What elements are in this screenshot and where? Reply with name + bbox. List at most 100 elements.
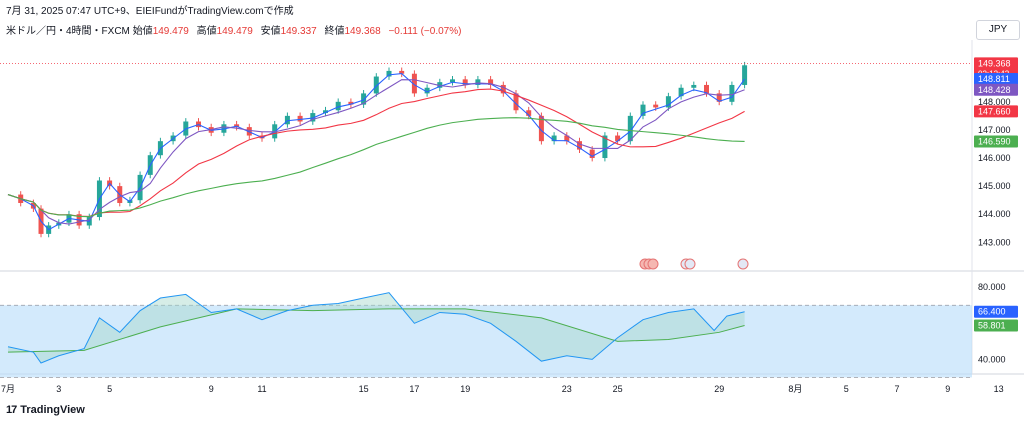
candle-body — [577, 141, 582, 150]
price-label-text: 148.428 — [978, 85, 1011, 95]
currency-button[interactable]: JPY — [976, 20, 1020, 40]
time-tick-label: 17 — [409, 384, 419, 394]
moving-average-line — [7, 72, 746, 231]
event-markers — [639, 258, 749, 270]
rsi-ma-line — [7, 308, 745, 353]
candle-body — [551, 135, 557, 142]
price-label-text: 148.811 — [978, 74, 1010, 84]
time-tick-label: 15 — [359, 384, 369, 394]
candle-body — [361, 93, 367, 105]
price-tick-label: 144.000 — [978, 209, 1011, 219]
candle-body — [373, 76, 379, 94]
candle-body — [424, 87, 430, 94]
candle-body — [386, 70, 392, 77]
candle-body — [513, 93, 519, 111]
candle-body — [602, 135, 608, 159]
candle-body — [615, 135, 621, 142]
close-value: 149.368 — [344, 26, 381, 37]
candle-body — [627, 115, 633, 142]
moving-average-line — [7, 88, 745, 217]
brand[interactable]: 17 TradingView — [6, 404, 85, 416]
rsi-fill — [8, 292, 745, 363]
price-label-text: 147.660 — [978, 106, 1011, 116]
open-label: 始値 — [132, 26, 153, 37]
time-tick-label: 11 — [257, 384, 266, 394]
candle-body — [411, 73, 417, 94]
tradingview-logo-icon: 17 — [6, 404, 17, 416]
symbol-name[interactable]: 米ドル／円・4時間・FXCM — [6, 26, 130, 37]
time-tick-label: 25 — [613, 384, 623, 394]
time-tick-label: 9 — [945, 384, 950, 394]
candle-body — [640, 104, 646, 116]
candle-body — [500, 84, 506, 94]
event-flag-icon — [647, 258, 659, 270]
time-tick-label: 3 — [56, 384, 61, 394]
time-tick-label: 13 — [994, 384, 1004, 394]
brand-name: TradingView — [20, 404, 85, 416]
price-tick-label: 148.000 — [978, 97, 1011, 107]
price-tick-label: 145.000 — [978, 181, 1011, 191]
time-tick-label: 5 — [107, 384, 112, 394]
time-tick-label: 7 — [894, 384, 899, 394]
snapshot-timestamp: 7月 31, 2025 07:47 UTC+9、EIEIFundがTrading… — [6, 6, 294, 17]
low-value: 149.337 — [280, 26, 317, 37]
high-label: 高値 — [196, 26, 217, 37]
candle-body — [691, 84, 697, 88]
us-flag-icon — [737, 258, 749, 270]
candle-body — [538, 115, 544, 142]
candle-body — [462, 79, 468, 85]
high-value: 149.479 — [216, 26, 253, 37]
candle-body — [310, 113, 316, 122]
close-label: 終値 — [324, 26, 345, 37]
candle-body — [335, 101, 341, 111]
us-flag-icon — [684, 258, 696, 270]
price-tick-label: 147.000 — [978, 125, 1011, 135]
symbol-legend: 米ドル／円・4時間・FXCM 始値149.479 高値149.479 安値149… — [6, 22, 461, 37]
time-tick-label: 9 — [209, 384, 214, 394]
price-label-text: 149.368 — [978, 58, 1011, 68]
rsi-label-box — [974, 319, 1018, 332]
price-label-text: 146.590 — [978, 136, 1011, 146]
candle-body — [348, 101, 354, 105]
price-label-box — [974, 135, 1018, 148]
candle-body — [526, 110, 532, 116]
low-label: 安値 — [260, 26, 281, 37]
candle-body — [678, 87, 684, 97]
rsi-label-text: 58.801 — [978, 320, 1006, 330]
price-label-box — [974, 105, 1018, 118]
rsi-tick-label: 40.000 — [978, 354, 1006, 364]
moving-average-line — [7, 79, 745, 225]
candle-body — [564, 135, 570, 142]
candle-body — [297, 115, 303, 122]
candle-body — [704, 84, 709, 94]
time-tick-label: 7月 — [1, 384, 15, 394]
candle-body — [653, 104, 659, 108]
time-tick-label: 29 — [714, 384, 724, 394]
price-label-box — [974, 83, 1018, 96]
change-value: −0.111 (−0.07%) — [388, 26, 462, 37]
rsi-tick-label: 80.000 — [978, 282, 1006, 292]
time-tick-label: 23 — [562, 384, 572, 394]
price-label-box — [974, 73, 1018, 86]
candle-body — [665, 96, 671, 108]
candle-body — [450, 79, 455, 83]
open-value: 149.479 — [152, 26, 189, 37]
rsi-band — [0, 305, 972, 378]
candle-body — [284, 115, 290, 125]
candle-body — [729, 84, 735, 102]
rsi-line — [7, 292, 745, 364]
time-tick-label: 8月 — [788, 384, 802, 394]
candle-body — [488, 79, 494, 85]
price-tick-label: 143.000 — [978, 237, 1011, 247]
candle-body — [399, 70, 405, 74]
rsi-label-text: 66.400 — [978, 307, 1006, 317]
candle-body — [589, 149, 595, 159]
rsi-label-box — [974, 305, 1018, 318]
candle-body — [742, 65, 748, 85]
time-tick-label: 5 — [844, 384, 849, 394]
moving-average-line — [7, 117, 745, 218]
price-tick-label: 146.000 — [978, 153, 1011, 163]
candle-body — [323, 110, 328, 114]
